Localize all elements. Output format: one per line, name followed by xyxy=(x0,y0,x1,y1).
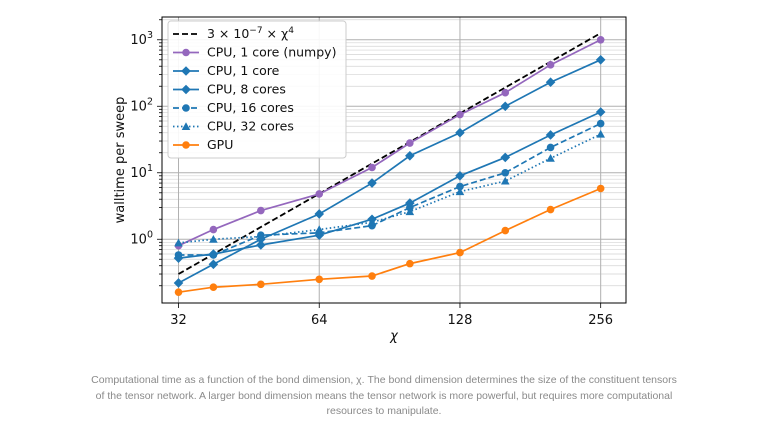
series-line xyxy=(178,111,602,259)
data-point xyxy=(314,225,324,233)
x-tick-label: 64 xyxy=(311,313,328,328)
data-point xyxy=(545,77,556,88)
data-point xyxy=(257,206,265,215)
data-point xyxy=(406,139,414,147)
legend-marker xyxy=(181,122,191,130)
legend-label: CPU, 1 core xyxy=(207,63,280,78)
data-point xyxy=(596,129,605,138)
data-point xyxy=(174,288,183,296)
data-point xyxy=(501,168,510,177)
data-point xyxy=(173,278,184,288)
y-tick-label: 102 xyxy=(130,96,153,114)
legend-label: CPU, 1 core (numpy) xyxy=(207,45,336,60)
legend-label: CPU, 8 cores xyxy=(207,82,286,97)
data-point xyxy=(596,184,605,193)
data-point xyxy=(455,171,465,181)
data-point xyxy=(596,35,605,44)
data-point xyxy=(500,101,511,112)
chart: 32 64 128 256 100 101 102 103 χ walltime per sw… xyxy=(113,16,627,344)
data-point xyxy=(314,209,325,219)
data-point xyxy=(315,190,324,198)
series-line xyxy=(178,122,602,256)
legend-label: CPU, 16 cores xyxy=(207,100,294,115)
data-point xyxy=(501,226,510,235)
data-point xyxy=(256,240,266,250)
data-point xyxy=(368,272,376,280)
data-point xyxy=(455,127,465,138)
series-line xyxy=(178,59,602,284)
legend-label: CPU, 32 cores xyxy=(207,119,294,134)
data-point xyxy=(456,248,464,257)
data-point xyxy=(367,178,377,188)
data-point xyxy=(209,251,218,259)
y-tick-label: 100 xyxy=(130,229,153,247)
y-axis-label: walltime per sweep xyxy=(113,97,128,224)
data-point xyxy=(596,119,605,128)
x-tick-label: 32 xyxy=(170,313,187,328)
y-tick-label: 103 xyxy=(130,30,153,48)
data-point xyxy=(595,107,606,117)
series-line xyxy=(178,187,602,294)
y-tick-label: 101 xyxy=(130,163,153,181)
legend: 3 × 10−7 × χ4 CPU, 1 core (numpy) CPU, 1 … xyxy=(167,20,347,159)
data-point xyxy=(546,143,555,152)
data-point xyxy=(500,152,511,163)
data-point xyxy=(455,187,465,196)
legend-label: GPU xyxy=(207,137,233,152)
series-cpu-32-cores xyxy=(174,129,605,247)
legend-marker xyxy=(181,84,191,95)
legend-marker xyxy=(181,66,191,76)
x-tick-label: 256 xyxy=(588,313,613,328)
legend-entry-reference-formula: 3 × 10−7 × χ4 xyxy=(207,26,294,41)
data-point xyxy=(500,176,510,185)
legend-box xyxy=(167,20,347,159)
legend-marker xyxy=(182,141,190,149)
x-tick-label: 128 xyxy=(448,313,473,328)
data-point xyxy=(405,207,415,216)
data-point xyxy=(456,110,464,119)
data-point xyxy=(501,88,510,97)
data-point xyxy=(405,150,415,161)
data-point xyxy=(209,225,218,234)
data-point xyxy=(406,259,414,268)
data-point xyxy=(546,153,555,162)
data-point xyxy=(256,232,266,240)
data-point xyxy=(546,61,555,69)
data-point xyxy=(545,130,556,140)
data-point xyxy=(456,182,464,191)
legend-marker xyxy=(182,104,190,112)
legend-marker xyxy=(182,48,190,57)
data-point xyxy=(209,283,218,292)
x-axis-label: χ xyxy=(389,329,399,344)
data-point xyxy=(257,280,265,289)
data-point xyxy=(208,259,219,270)
data-point xyxy=(368,163,376,172)
data-point xyxy=(174,251,183,259)
axes: 32 64 128 256 100 101 102 103 xyxy=(130,19,613,328)
data-point xyxy=(209,234,218,243)
data-point xyxy=(546,205,555,214)
data-point xyxy=(367,217,377,226)
reference-line xyxy=(178,32,602,275)
data-point xyxy=(595,54,606,65)
data-point xyxy=(174,238,183,247)
series-gpu xyxy=(174,184,605,296)
figure-caption: Computational time as a function of the … xyxy=(91,374,677,417)
series-line xyxy=(178,39,602,247)
data-series xyxy=(173,32,606,296)
plot-frame xyxy=(161,16,627,304)
data-point xyxy=(315,275,324,284)
